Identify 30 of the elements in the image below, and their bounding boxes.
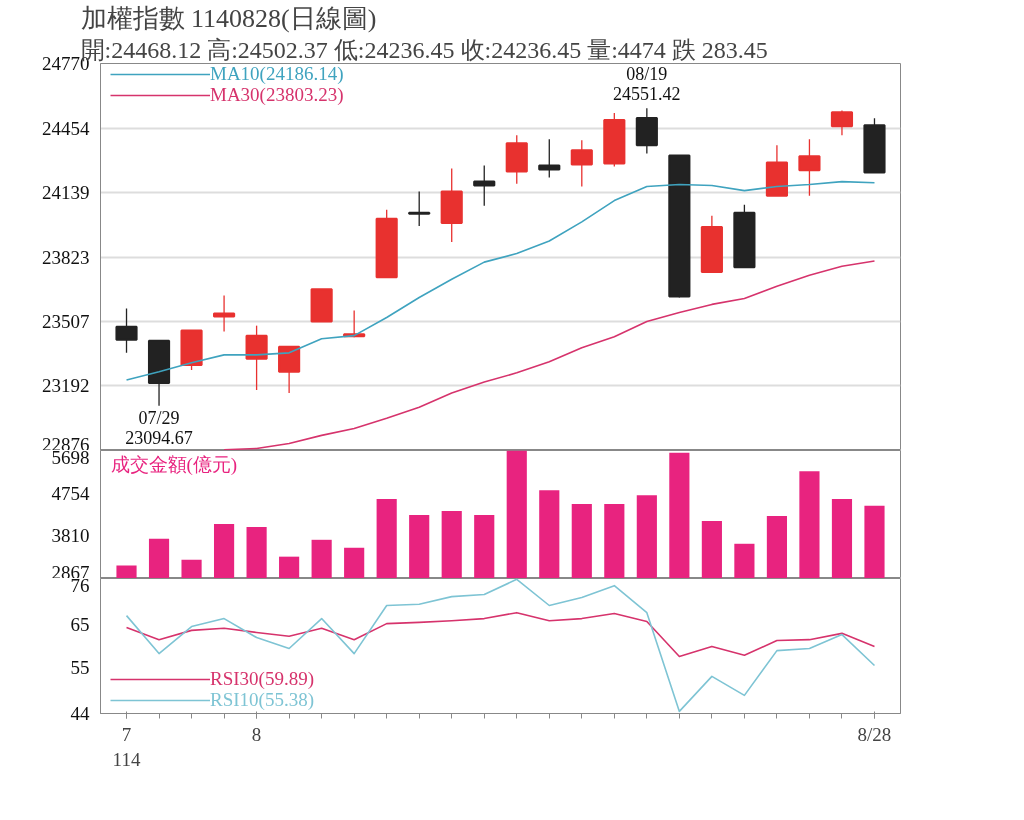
text: MA30(23803.23) — [210, 84, 344, 106]
y-tick-label: 4754 — [51, 482, 90, 504]
y-tick-label: 65 — [70, 614, 90, 636]
candlestick — [798, 138, 821, 197]
chart-title: 成交金額(億元) — [110, 453, 238, 476]
y-tick-label: 23823 — [42, 246, 90, 268]
x-tick-label: 8/28 — [857, 723, 892, 745]
annotation: 08/19 24551.42 — [613, 64, 681, 105]
y-tick-label: 23192 — [42, 375, 90, 397]
x-tick-label: 7 114 — [112, 723, 141, 770]
y-tick-label: 3810 — [51, 525, 90, 547]
y-tick-label: 55 — [70, 656, 90, 678]
text: RSI10(55.38) — [210, 689, 314, 711]
y-tick-label: 44 — [70, 703, 90, 724]
y-tick-label: 24454 — [42, 117, 90, 139]
line-series — [125, 180, 876, 381]
chart-title: 加權指數 1140828(日線圖) — [80, 3, 377, 33]
candlestick — [830, 109, 854, 136]
candlestick — [115, 307, 138, 354]
y-tick-label: 24139 — [42, 181, 90, 203]
series-label: RSI30(59.89) — [210, 668, 314, 690]
annotation: 07/29 23094.67 — [125, 407, 193, 448]
text: MA10(24186.14) — [210, 63, 344, 85]
candlestick — [408, 190, 431, 227]
candlestick — [538, 138, 561, 179]
candlestick — [570, 139, 593, 188]
y-tick-label: 23507 — [42, 311, 90, 333]
x-tick-label: 8 — [251, 723, 262, 745]
line-series — [223, 260, 876, 450]
candlestick — [245, 325, 268, 391]
